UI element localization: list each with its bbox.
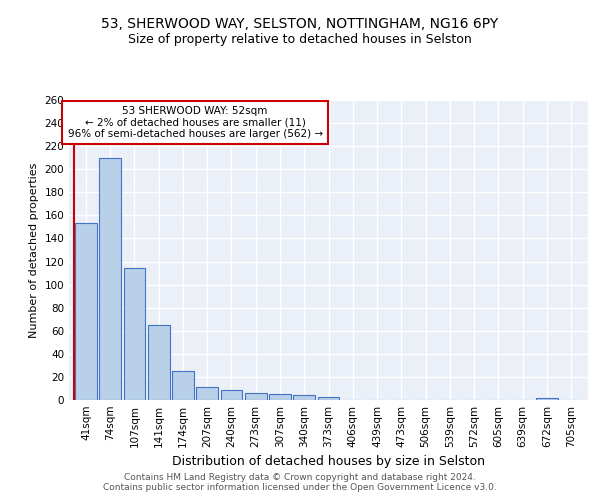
Bar xyxy=(317,396,340,400)
Bar xyxy=(196,388,218,400)
Bar xyxy=(269,394,291,400)
Y-axis label: Number of detached properties: Number of detached properties xyxy=(29,162,39,338)
Bar xyxy=(536,398,557,400)
Bar xyxy=(100,158,121,400)
Text: Contains HM Land Registry data © Crown copyright and database right 2024.
Contai: Contains HM Land Registry data © Crown c… xyxy=(103,473,497,492)
Bar xyxy=(245,393,266,400)
Bar xyxy=(148,325,170,400)
X-axis label: Distribution of detached houses by size in Selston: Distribution of detached houses by size … xyxy=(172,456,485,468)
Bar xyxy=(221,390,242,400)
Bar xyxy=(293,396,315,400)
Text: Size of property relative to detached houses in Selston: Size of property relative to detached ho… xyxy=(128,32,472,46)
Text: 53, SHERWOOD WAY, SELSTON, NOTTINGHAM, NG16 6PY: 53, SHERWOOD WAY, SELSTON, NOTTINGHAM, N… xyxy=(101,18,499,32)
Text: 53 SHERWOOD WAY: 52sqm
← 2% of detached houses are smaller (11)
96% of semi-deta: 53 SHERWOOD WAY: 52sqm ← 2% of detached … xyxy=(68,106,323,139)
Bar xyxy=(75,224,97,400)
Bar xyxy=(124,268,145,400)
Bar xyxy=(172,371,194,400)
